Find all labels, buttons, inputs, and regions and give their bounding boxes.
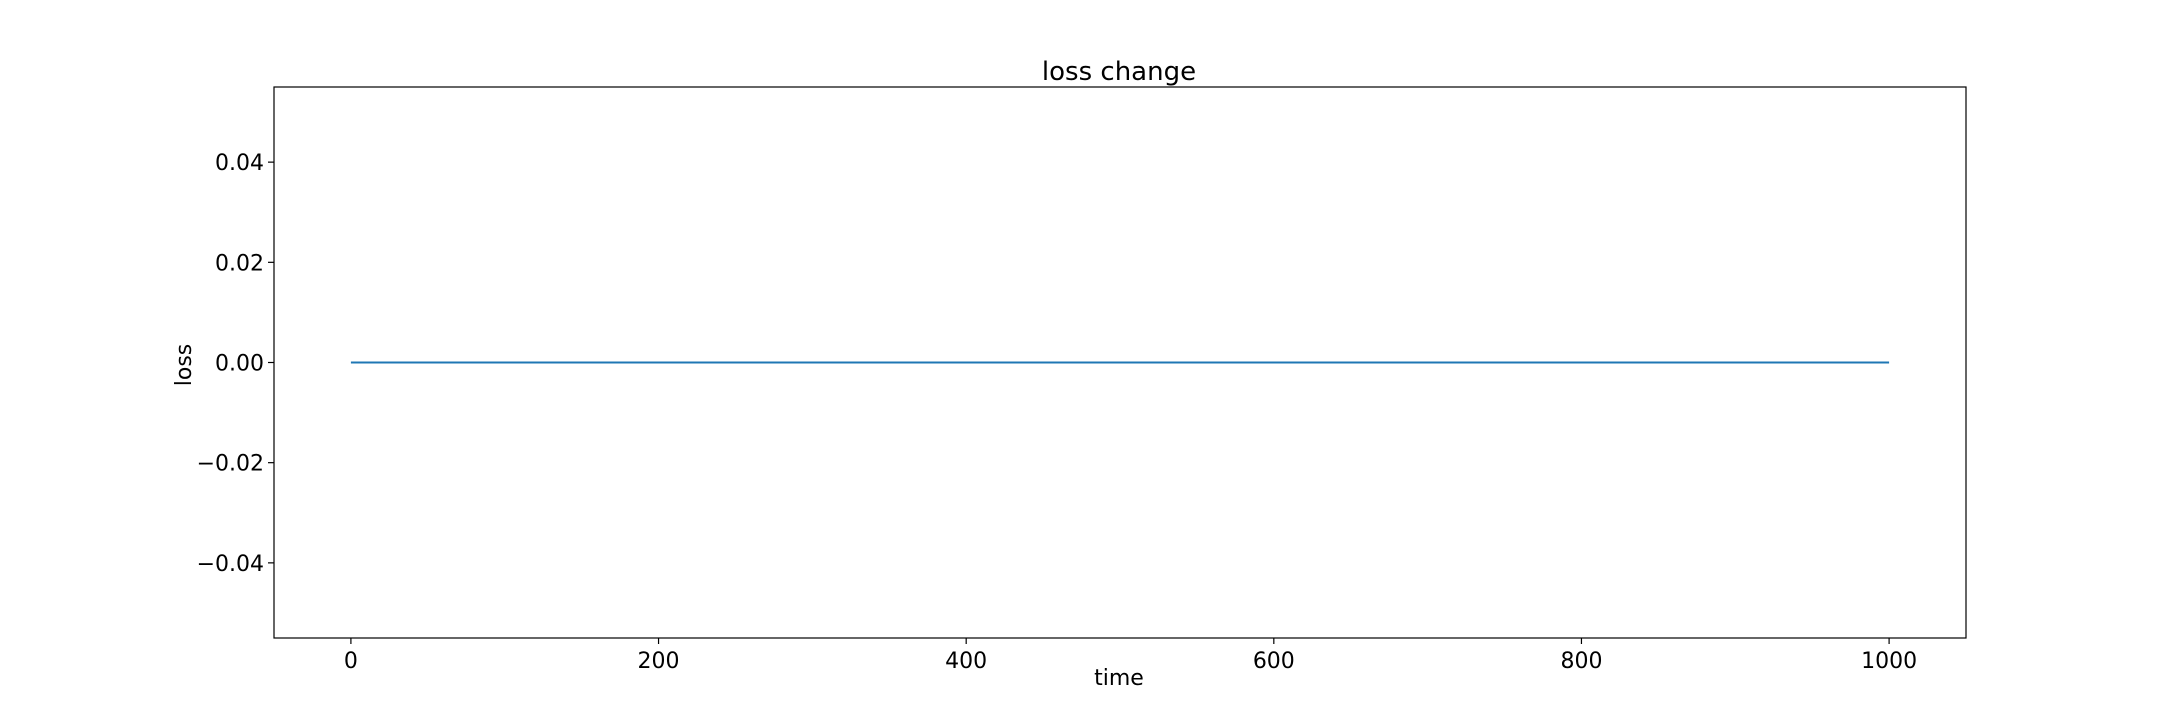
y-axis-label: loss	[172, 344, 197, 387]
x-tick-label: 0	[344, 649, 358, 674]
y-tick-label: −0.02	[197, 452, 264, 477]
x-tick-label: 200	[638, 649, 680, 674]
y-tick-label: −0.04	[197, 552, 264, 577]
x-tick-label: 600	[1253, 649, 1295, 674]
x-tick-label: 800	[1560, 649, 1602, 674]
x-axis-label: time	[1094, 666, 1144, 691]
x-tick-label: 1000	[1861, 649, 1917, 674]
y-tick-label: 0.02	[215, 251, 264, 276]
y-axis: −0.04 −0.02 0.00 0.02 0.04	[197, 151, 274, 577]
x-axis: 0 200 400 600 800 1000	[344, 638, 1917, 674]
y-tick-label: 0.00	[215, 352, 264, 377]
y-tick-label: 0.04	[215, 151, 264, 176]
x-tick-label: 400	[945, 649, 987, 674]
chart-title: loss change	[1042, 57, 1196, 87]
